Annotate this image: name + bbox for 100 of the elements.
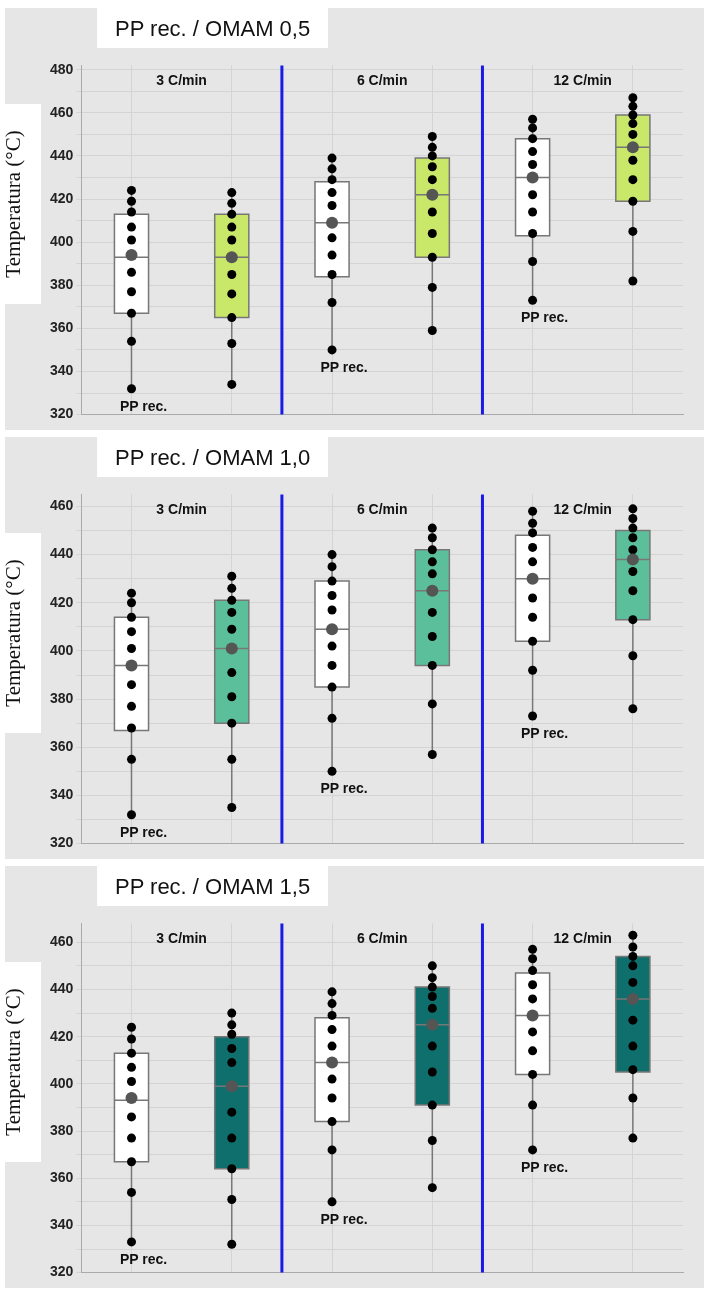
chart-title: PP rec. / OMAM 1,5 [97, 866, 329, 906]
y-tick-label: 460 [50, 933, 74, 950]
point [127, 196, 136, 206]
point [427, 132, 437, 142]
annotation: 3 C/min [156, 72, 207, 89]
point [327, 269, 337, 279]
annotation: PP rec. [520, 1158, 569, 1175]
y-tick-label: 340 [50, 1216, 74, 1233]
point [227, 1008, 237, 1018]
point [628, 226, 638, 236]
point [528, 160, 538, 170]
point [427, 699, 437, 709]
point [528, 114, 538, 124]
point [628, 1093, 638, 1103]
y-tick-label: 440 [50, 146, 74, 163]
point [327, 1025, 337, 1035]
point [227, 754, 237, 764]
point [227, 1164, 237, 1174]
y-tick-label: 340 [50, 362, 74, 379]
point [127, 235, 136, 245]
annotation: 12 C/min [553, 72, 612, 89]
point [628, 951, 638, 961]
point [628, 175, 638, 185]
point [127, 1157, 136, 1167]
y-tick-label: 360 [50, 738, 74, 755]
point [528, 542, 538, 552]
point [227, 624, 237, 634]
point [628, 961, 638, 971]
point [427, 607, 437, 617]
point [227, 1043, 237, 1053]
annotation: PP rec. [119, 397, 168, 414]
point [127, 680, 136, 690]
y-tick-label: 380 [50, 276, 74, 293]
point [327, 713, 337, 723]
annotation: PP rec. [320, 358, 368, 375]
y-tick-label: 400 [50, 1074, 74, 1091]
annotation: PP rec. [119, 823, 168, 840]
point [127, 384, 136, 394]
annotation: 6 C/min [356, 72, 408, 89]
y-axis-title: Temperatura (°C) [1, 104, 41, 304]
point [427, 749, 437, 759]
point [127, 222, 136, 232]
point [628, 651, 638, 661]
y-tick-label: 360 [50, 319, 74, 336]
y-tick-label: 320 [50, 834, 74, 851]
point [427, 229, 437, 239]
y-axis-title: Temperatura (°C) [1, 533, 41, 733]
y-tick-label: 360 [50, 1169, 74, 1186]
point [327, 1117, 337, 1127]
chart-title: PP rec. / OMAM 0,5 [97, 8, 329, 48]
point [628, 566, 638, 576]
point [127, 627, 136, 637]
point [628, 110, 638, 120]
point [327, 188, 337, 198]
point [227, 1133, 237, 1143]
y-tick-label: 320 [50, 405, 74, 422]
point [628, 155, 638, 165]
point [327, 298, 337, 308]
point [528, 1145, 538, 1155]
point [427, 523, 437, 533]
point [227, 235, 237, 245]
point [127, 1133, 136, 1143]
point [528, 711, 538, 721]
point [528, 966, 538, 976]
point [628, 977, 638, 987]
point [127, 588, 136, 598]
point [427, 569, 437, 579]
point [528, 295, 538, 305]
annotation: 3 C/min [156, 501, 207, 518]
point [528, 557, 538, 567]
point [427, 1100, 437, 1110]
y-tick-label: 460 [50, 103, 74, 120]
y-tick-label: 440 [50, 980, 74, 997]
point [628, 942, 638, 952]
point [227, 198, 237, 208]
point [628, 129, 638, 139]
point [427, 326, 437, 336]
point [628, 533, 638, 543]
point [427, 142, 437, 152]
point [327, 641, 337, 651]
point [327, 1041, 337, 1051]
point [227, 188, 237, 198]
point [528, 506, 538, 516]
point [127, 1187, 136, 1197]
annotation: 12 C/min [553, 930, 612, 947]
y-tick-label: 420 [50, 593, 74, 610]
point [127, 810, 136, 820]
point [227, 668, 237, 678]
point [127, 185, 136, 195]
annotation: PP rec. [320, 1210, 368, 1227]
point [427, 1003, 437, 1013]
point [327, 1197, 337, 1207]
point [227, 692, 237, 702]
point [628, 196, 638, 206]
point [127, 612, 136, 622]
point [427, 973, 437, 983]
point [227, 1029, 237, 1039]
point [327, 576, 337, 586]
annotation: 6 C/min [356, 930, 408, 947]
point [528, 123, 538, 133]
